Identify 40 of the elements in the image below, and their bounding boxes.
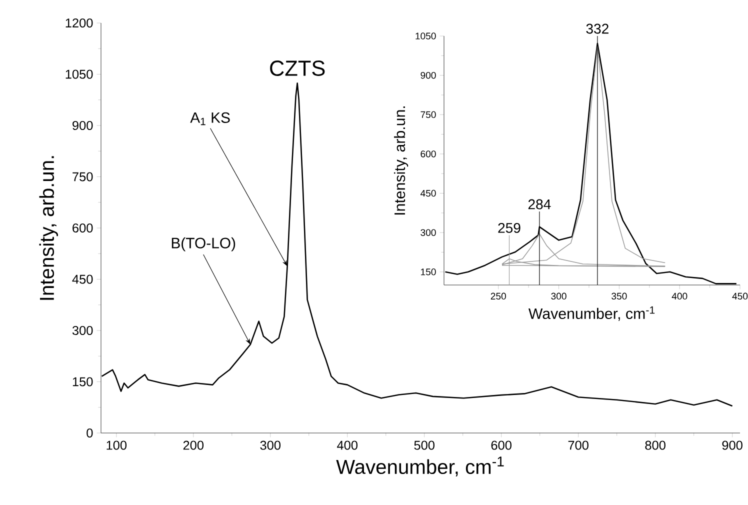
y-tick-label: 900 [72,120,93,130]
ref-line-label: 284 [528,199,551,210]
y-tick-label: 600 [72,223,93,233]
y-tick-label: 450 [72,274,93,284]
y-axis-title: Intensity, arb.un. [394,106,408,215]
x-tick-label: 500 [414,440,434,450]
y-tick-label: 300 [72,326,93,336]
x-tick-label: 600 [491,440,512,450]
x-tick-label: 400 [337,440,358,450]
x-tick-label: 900 [722,440,742,450]
x-tick-label: 350 [612,292,627,300]
x-tick-label: 250 [490,292,506,300]
ref-line-label: 332 [586,24,608,34]
annotation: B(TO-LO) [172,237,236,252]
x-axis-title: Wavenumber, cm$^{-1}$ [336,456,504,476]
y-tick-label: 150 [421,268,436,276]
y-tick-label: 900 [420,72,436,79]
x-tick-label: 450 [732,292,748,300]
x-tick-label: 700 [568,440,588,450]
y-tick-label: 450 [420,190,436,197]
y-axis-title: Intensity, arb.un. [39,156,58,300]
annotation: CZTS [270,60,325,76]
y-tick-label: 1200 [66,18,93,28]
x-tick-label: 800 [645,440,666,450]
annotation: A$_{1}$ KS [190,112,230,126]
y-tick-label: 1050 [416,32,436,40]
x-tick-label: 300 [260,440,281,450]
y-tick-label: 750 [420,111,436,118]
ref-line-label: 259 [498,222,520,233]
x-tick-label: 200 [183,440,204,450]
y-tick-label: 0 [86,428,93,438]
y-tick-label: 300 [420,229,436,236]
y-tick-label: 750 [72,172,93,182]
x-tick-label: 100 [106,440,127,450]
x-tick-label: 400 [672,292,688,300]
x-axis-title: Wavenumber, cm$^{-1}$ [528,306,655,321]
y-tick-label: 600 [420,150,436,158]
y-tick-label: 150 [72,377,93,386]
x-tick-label: 300 [551,292,566,300]
y-tick-label: 1050 [66,70,93,79]
